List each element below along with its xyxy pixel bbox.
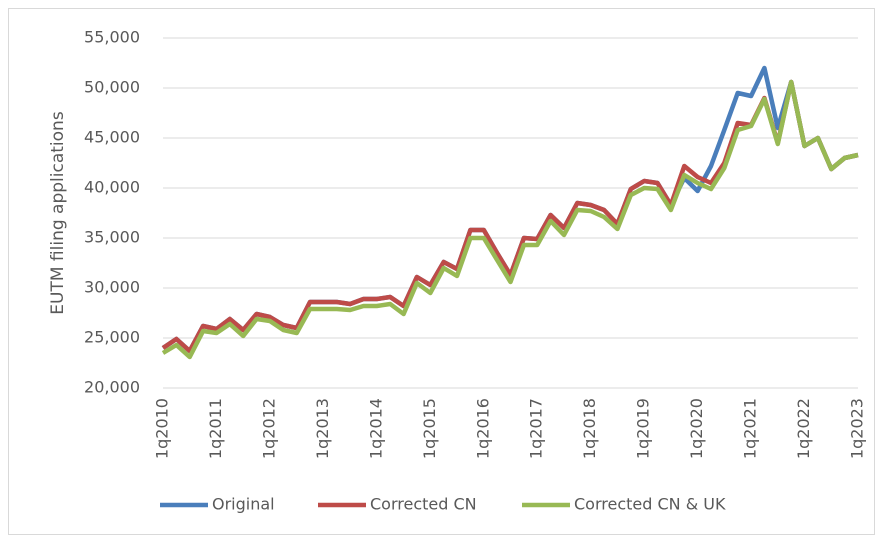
- y-tick-label: 45,000: [84, 128, 140, 147]
- y-tick-label: 35,000: [84, 228, 140, 247]
- y-tick-label: 50,000: [84, 78, 140, 97]
- x-tick-label: 1q2022: [794, 398, 813, 459]
- x-tick-label: 1q2010: [153, 398, 172, 459]
- y-tick-label: 30,000: [84, 278, 140, 297]
- y-axis-label: EUTM filing applications: [48, 111, 68, 315]
- x-tick-label: 1q2023: [848, 398, 867, 459]
- x-tick-label: 1q2021: [741, 398, 760, 459]
- x-tick-label: 1q2012: [259, 398, 278, 459]
- x-tick-label: 1q2020: [687, 398, 706, 459]
- y-tick-label: 40,000: [84, 178, 140, 197]
- x-tick-label: 1q2013: [313, 398, 332, 459]
- legend-label: Original: [212, 495, 275, 514]
- x-tick-label: 1q2016: [473, 398, 492, 459]
- y-tick-label: 25,000: [84, 328, 140, 347]
- x-tick-label: 1q2015: [420, 398, 439, 459]
- y-tick-label: 55,000: [84, 28, 140, 47]
- legend-label: Corrected CN: [370, 495, 477, 514]
- x-tick-label: 1q2014: [366, 398, 385, 459]
- chart-border: [8, 8, 875, 535]
- series-line: [161, 65, 859, 354]
- x-tick-label: 1q2018: [580, 398, 599, 459]
- y-tick-label: 20,000: [84, 378, 140, 397]
- x-tick-label: 1q2019: [634, 398, 653, 459]
- x-tick-label: 1q2011: [206, 398, 225, 459]
- series-line: [161, 79, 859, 354]
- x-tick-label: 1q2017: [527, 398, 546, 459]
- legend-label: Corrected CN & UK: [574, 495, 726, 514]
- series-line: [161, 79, 859, 360]
